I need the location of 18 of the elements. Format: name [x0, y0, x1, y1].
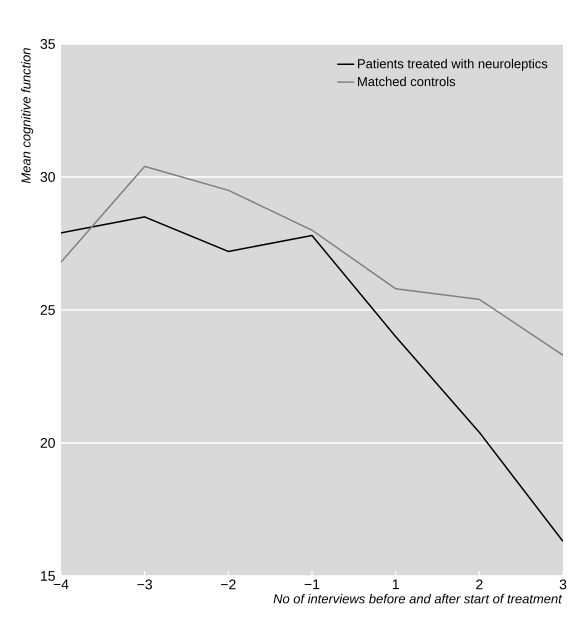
legend-label: Patients treated with neuroleptics	[358, 58, 548, 71]
x-tick-label: 3	[560, 580, 566, 590]
x-tick-label: −1	[304, 580, 320, 590]
y-tick-label: 15	[41, 571, 55, 581]
x-tick-label: −3	[137, 580, 152, 590]
y-tick-label: 30	[40, 172, 55, 182]
legend-label: Matched controls	[358, 76, 456, 86]
x-tick-label: 2	[476, 580, 483, 590]
line-series	[61, 216, 563, 542]
line-series	[61, 166, 563, 356]
x-tick-label: 1	[392, 580, 399, 590]
x-axis-title: No of interviews before and after start of treatment	[274, 594, 562, 604]
x-tick-label: −2	[221, 580, 236, 590]
y-tick-label: 35	[40, 39, 55, 49]
y-axis-title: Mean cognitive function	[21, 48, 34, 184]
y-tick-label: 20	[40, 438, 55, 448]
x-tick-label: −4	[54, 580, 69, 590]
y-tick-label: 25	[40, 305, 55, 315]
